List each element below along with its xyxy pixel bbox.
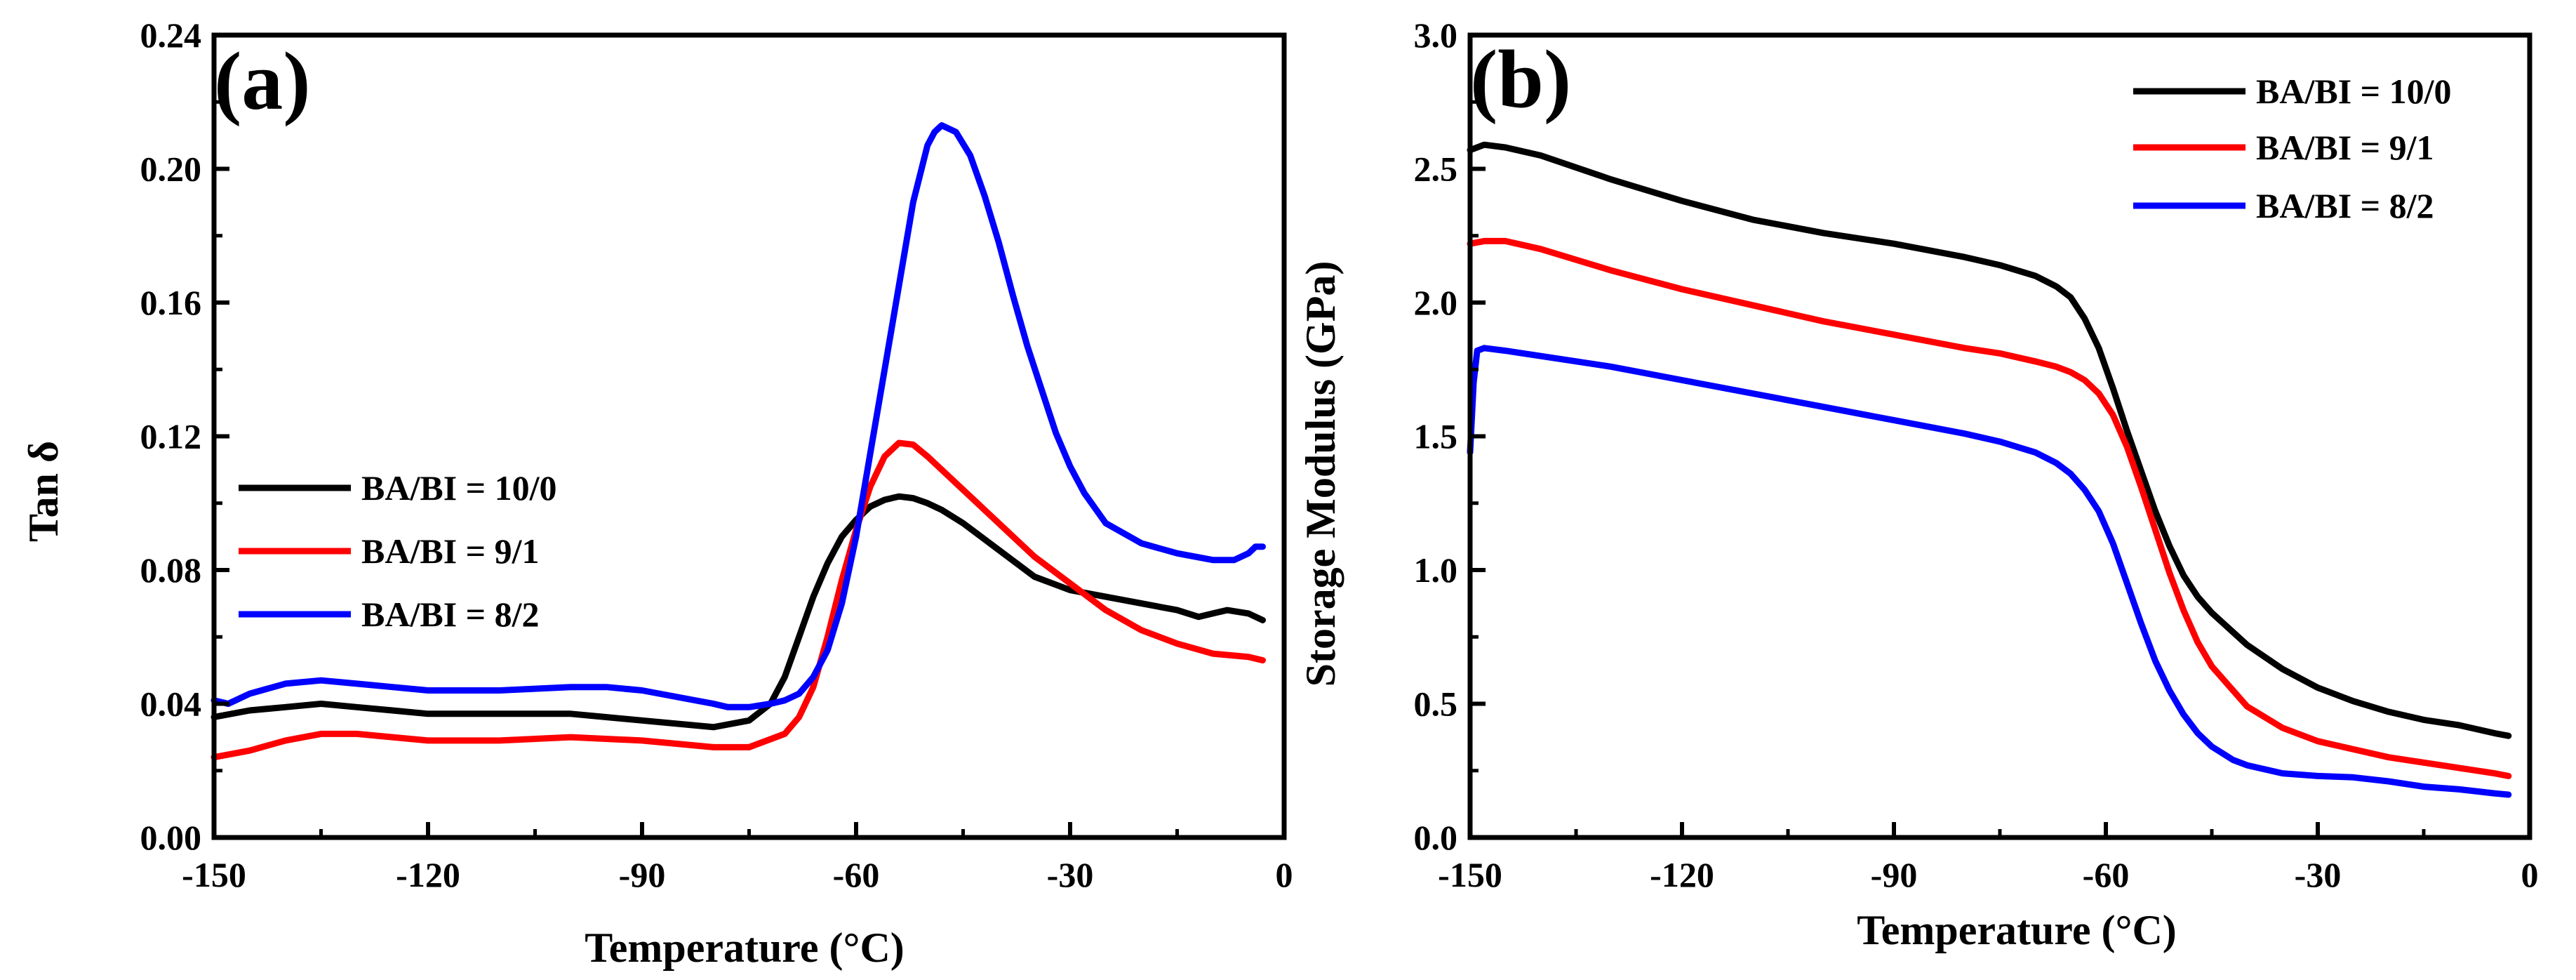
- tan-delta-x-tick-label: -120: [396, 855, 460, 894]
- tan-delta-y-axis-title: Tan δ: [20, 441, 67, 542]
- tan-delta-y-tick-label: 0.12: [140, 417, 202, 456]
- storage-modulus-y-tick-label: 2.5: [1414, 150, 1458, 189]
- tan-delta-legend: BA/BI = 10/0 BA/BI = 9/1 BA/BI = 8/2: [239, 468, 557, 634]
- storage-modulus-x-tick-label: -90: [1871, 855, 1918, 894]
- storage-modulus-series-line-10-0: [1467, 141, 2512, 739]
- storage-modulus-x-tick-label: 0: [2521, 855, 2539, 894]
- storage-modulus-y-axis-title: Storage Modulus (GPa): [1297, 261, 1344, 687]
- tan-delta-y-tick-label: 0.16: [140, 283, 202, 322]
- tan-delta-ticks: -150 -120 -90 -60 -30 0 0.00 0.04 0.08 0.12 0.16 0.…: [140, 15, 1293, 894]
- tan-delta-y-tick-label: 0.20: [140, 150, 202, 189]
- tan-delta-x-tick-label: 0: [1276, 855, 1293, 894]
- tan-delta-chart: -150 -120 -90 -60 -30 0 0.00 0.04 0.08 0.12 0.16 0.…: [20, 15, 1293, 971]
- tan-delta-legend-label-9-1: BA/BI = 9/1: [361, 531, 540, 571]
- storage-modulus-y-tick-label: 0.0: [1414, 818, 1458, 857]
- storage-modulus-y-tick-label: 2.0: [1414, 283, 1458, 322]
- storage-modulus-x-tick-label: -150: [1438, 855, 1502, 894]
- tan-delta-legend-label-10-0: BA/BI = 10/0: [361, 468, 557, 508]
- storage-modulus-y-tick-label: 0.5: [1414, 684, 1458, 724]
- storage-modulus-y-tick-label: 1.0: [1414, 550, 1458, 590]
- storage-modulus-panel-label: (b): [1470, 33, 1571, 125]
- tan-delta-x-tick-label: -150: [182, 855, 246, 894]
- tan-delta-y-tick-label: 0.24: [140, 15, 202, 55]
- storage-modulus-x-tick-label: -60: [2083, 855, 2130, 894]
- tan-delta-series-line-8-2: [211, 122, 1266, 710]
- tan-delta-panel-label: (a): [214, 35, 311, 127]
- tan-delta-x-tick-label: -90: [619, 855, 666, 894]
- storage-modulus-x-tick-label: -30: [2295, 855, 2342, 894]
- storage-modulus-legend-label-8-2: BA/BI = 8/2: [2256, 186, 2434, 225]
- storage-modulus-legend-label-9-1: BA/BI = 9/1: [2256, 128, 2434, 167]
- storage-modulus-series-layer: [1467, 141, 2512, 798]
- storage-modulus-x-tick-label: -120: [1650, 855, 1714, 894]
- storage-modulus-y-tick-label: 3.0: [1414, 15, 1458, 55]
- storage-modulus-series-line-8-2: [1467, 345, 2512, 798]
- tan-delta-y-tick-label: 0.08: [140, 550, 202, 590]
- storage-modulus-x-axis-title: Temperature (°C): [1857, 907, 2177, 953]
- tan-delta-x-tick-label: -30: [1047, 855, 1094, 894]
- storage-modulus-legend: BA/BI = 10/0 BA/BI = 9/1 BA/BI = 8/2: [2133, 72, 2452, 225]
- storage-modulus-legend-label-10-0: BA/BI = 10/0: [2256, 72, 2452, 111]
- storage-modulus-chart: -150 -120 -90 -60 -30 00.00.51.01.52.02.53.0 …: [1297, 15, 2539, 953]
- storage-modulus-y-tick-label: 1.5: [1414, 417, 1458, 456]
- tan-delta-x-axis-title: Temperature (°C): [585, 925, 905, 971]
- tan-delta-x-tick-label: -60: [833, 855, 880, 894]
- tan-delta-y-tick-label: 0.04: [140, 684, 202, 724]
- tan-delta-legend-label-8-2: BA/BI = 8/2: [361, 595, 540, 634]
- storage-modulus-series-line-9-1: [1467, 237, 2512, 779]
- storage-modulus-ticks: -150 -120 -90 -60 -30 0 0.0 0.5 1.0 1.5 2.0 2.5 3.0: [1414, 15, 2539, 894]
- tan-delta-y-tick-label: 0.00: [140, 818, 202, 857]
- tan-delta-series-layer: [211, 122, 1266, 761]
